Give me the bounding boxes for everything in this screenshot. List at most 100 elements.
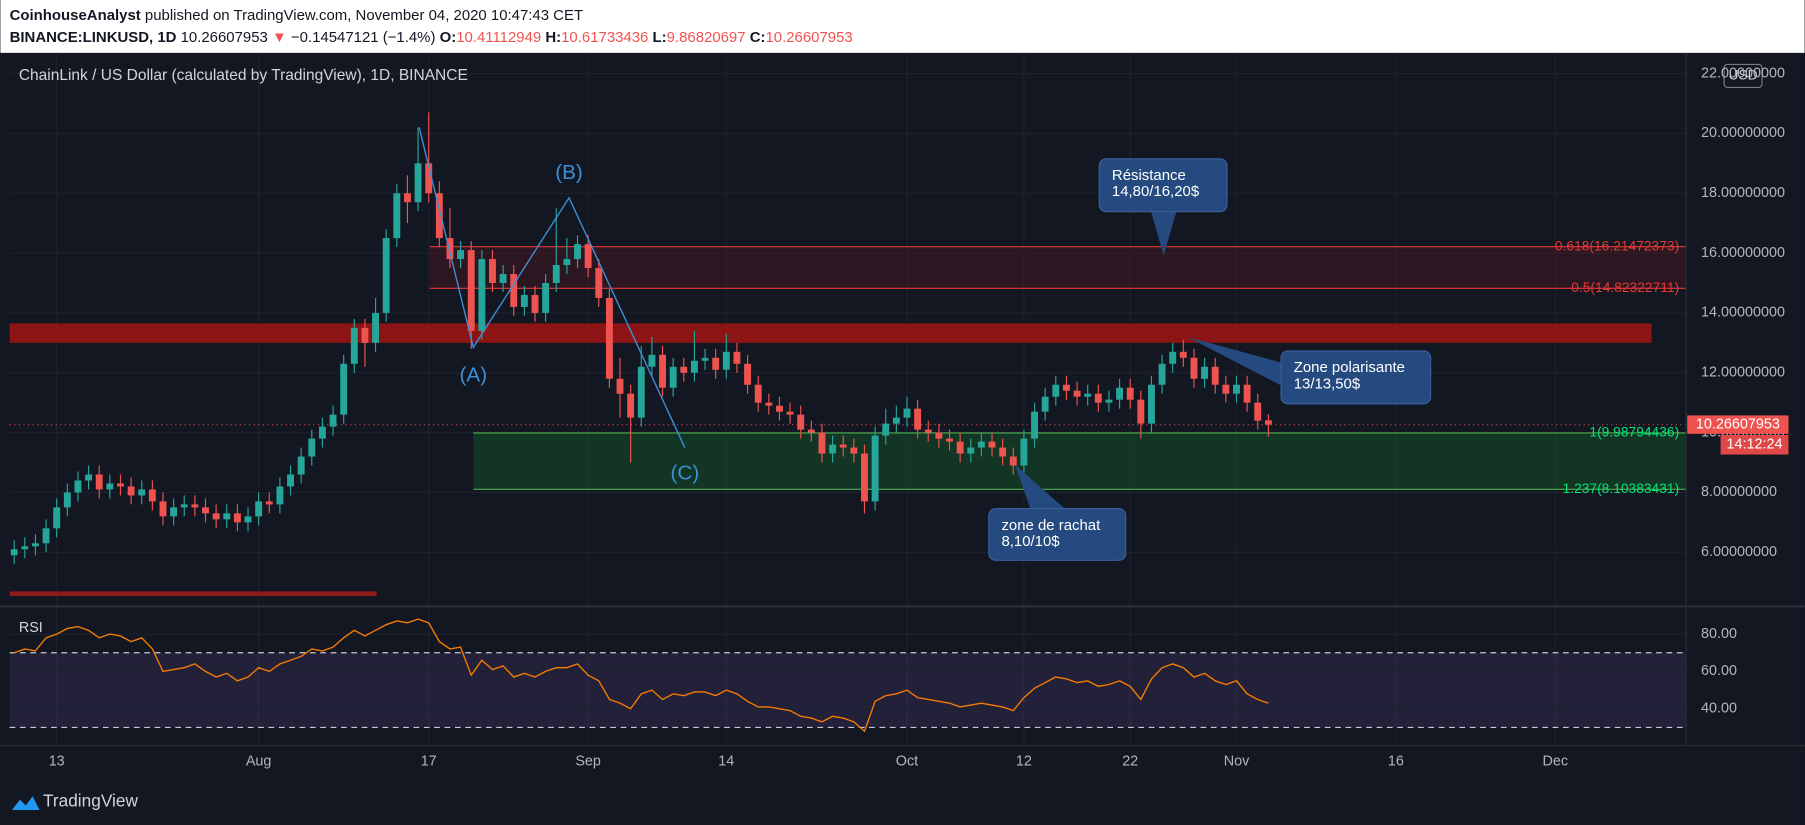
y-tick-label: 18.00000000 <box>1701 185 1785 201</box>
candle-body <box>361 327 369 343</box>
y-tick-label: 8.00000000 <box>1701 484 1777 500</box>
close-value: 10.26607953 <box>765 29 852 46</box>
currency-label[interactable]: USD <box>1728 68 1757 83</box>
candle-body <box>1264 420 1272 425</box>
x-tick-label: 13 <box>49 754 65 770</box>
callout-box <box>1280 350 1432 405</box>
candle-body <box>946 438 953 442</box>
change: −0.14547121 (−1.4%) <box>291 29 436 46</box>
x-tick-label: 14 <box>718 754 734 770</box>
candle-body <box>63 492 71 508</box>
x-tick-label: Dec <box>1543 754 1569 770</box>
candle-body <box>1041 396 1049 412</box>
rsi-line <box>13 618 1269 733</box>
x-tick-label: Nov <box>1224 754 1250 770</box>
wave-label: (A) <box>460 364 488 387</box>
candle-body <box>988 441 996 448</box>
wave-label: (B) <box>555 161 583 184</box>
published: published on TradingView.com, November 0… <box>141 7 583 24</box>
rsi-tick-label: 80.00 <box>1701 626 1737 642</box>
x-tick-label: 16 <box>1388 754 1404 770</box>
low-value: 9.86820697 <box>667 29 746 46</box>
candle-body <box>21 546 29 550</box>
candle-body <box>510 274 518 307</box>
candle-body <box>127 486 135 496</box>
candle-body <box>31 543 39 547</box>
x-tick-label: 22 <box>1122 754 1138 770</box>
candle-body <box>382 238 390 313</box>
candle-body <box>924 429 932 433</box>
y-tick-label: 6.00000000 <box>1701 544 1777 560</box>
header-line-1: CoinhouseAnalyst published on TradingVie… <box>10 7 583 24</box>
candle-body <box>1201 366 1209 379</box>
candle-body <box>297 456 305 475</box>
fib-label: 1.237(8.10383431) <box>1563 481 1680 496</box>
candle-body <box>212 513 220 520</box>
candle-body <box>914 408 922 430</box>
candle-body <box>733 351 741 364</box>
candle-body <box>457 250 465 260</box>
candle-body <box>680 366 688 373</box>
candle-body <box>871 435 879 502</box>
price-tag <box>1687 415 1789 434</box>
candle-body <box>722 351 730 370</box>
candle-body <box>446 238 454 260</box>
candle-body <box>807 429 815 433</box>
candle-body <box>648 354 656 367</box>
candle-body <box>701 357 709 361</box>
candle-body <box>637 366 645 418</box>
symbol: BINANCE:LINKUSD, 1D <box>10 29 177 46</box>
x-tick-label: 17 <box>421 754 437 770</box>
footer-text: TradingView <box>43 791 138 811</box>
currency-button[interactable] <box>1723 63 1763 89</box>
candle-body <box>616 378 624 394</box>
candle-body <box>1052 384 1060 397</box>
candle-body <box>1137 399 1145 424</box>
callout-text: zone de rachat <box>1001 517 1101 534</box>
candle-body <box>861 453 868 502</box>
candle-body <box>977 441 985 448</box>
candle-body <box>478 259 486 331</box>
candle-body <box>1158 363 1166 385</box>
candle-body <box>935 432 943 439</box>
y-tick-label: 16.00000000 <box>1701 245 1785 261</box>
candle-body <box>882 423 890 436</box>
candle-body <box>712 357 720 370</box>
footer-background <box>0 782 1805 825</box>
last-price: 10.26607953 <box>181 29 268 46</box>
chart-background <box>0 52 1805 783</box>
candle-body <box>744 363 752 385</box>
candle-body <box>1179 351 1187 358</box>
x-tick-label: Aug <box>246 754 272 770</box>
wave-label: (C) <box>670 461 699 484</box>
candle-body <box>531 294 539 313</box>
wave-line <box>418 127 686 448</box>
candle-body <box>265 501 273 505</box>
rsi-band <box>9 652 1687 728</box>
price-tag-label: 10.26607953 <box>1696 416 1780 432</box>
candle-body <box>520 294 528 307</box>
low-label: L: <box>653 29 667 46</box>
candle-body <box>255 501 263 517</box>
candle-body <box>690 360 698 373</box>
candle-body <box>318 426 326 439</box>
polarizing-zone <box>9 323 1652 343</box>
candle-body <box>659 354 666 388</box>
header-line-2: BINANCE:LINKUSD, 1D 10.26607953 ▼ −0.145… <box>10 29 853 46</box>
candle-body <box>117 483 124 487</box>
candle-body <box>1126 387 1134 400</box>
candle-body <box>839 444 847 448</box>
candle-body <box>1148 384 1155 424</box>
candle-body <box>1254 402 1262 421</box>
candle-body <box>1062 384 1070 391</box>
fib-label: 0.618(16.21472373) <box>1555 238 1679 253</box>
candle-body <box>435 193 443 239</box>
candle-body <box>850 447 858 454</box>
y-tick-label: 12.00000000 <box>1701 365 1785 381</box>
marks <box>10 112 1272 733</box>
candle-body <box>276 486 284 505</box>
rsi-label: RSI <box>19 620 43 636</box>
candle-body <box>106 483 114 490</box>
